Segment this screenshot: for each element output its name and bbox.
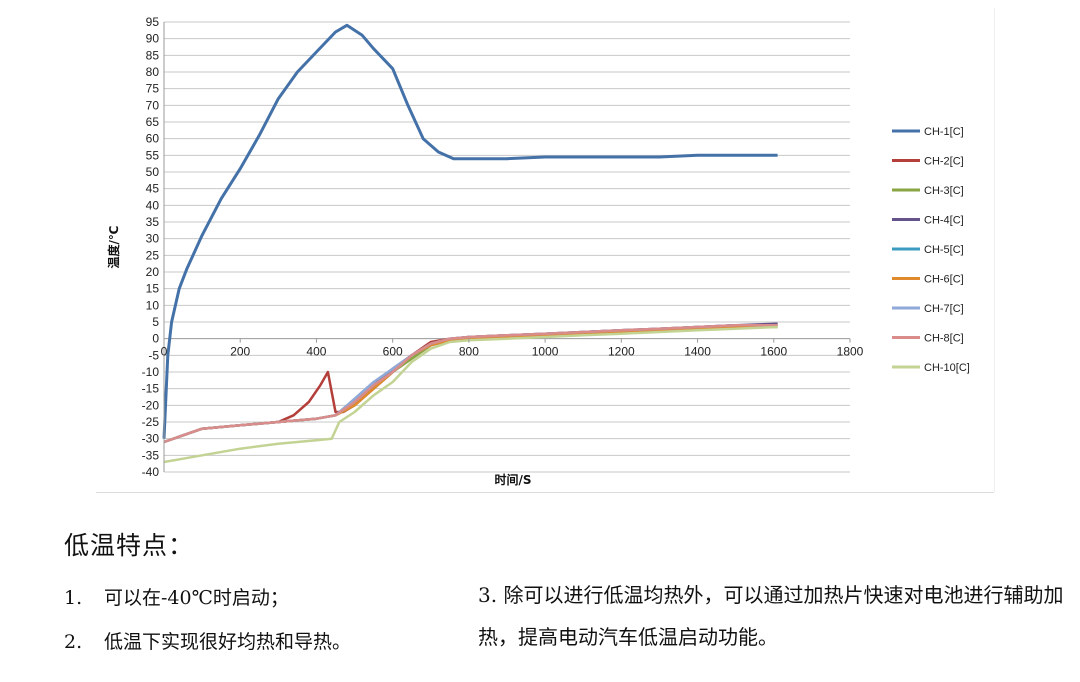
feature-item-2: 2. 低温下实现很好均热和导热。 [64,627,351,654]
y-tick-label: 30 [146,232,160,246]
feature-text: 可以在-40℃时启动； [104,587,289,609]
y-tick-label: 10 [146,298,160,312]
series-line [162,23,778,439]
feature-item-1: 1. 可以在-40℃时启动； [64,583,289,610]
y-tick-label: 90 [146,32,160,46]
x-tick-label: 600 [383,345,403,359]
y-tick-label: 5 [152,315,159,329]
y-tick-label: 85 [146,48,160,62]
y-tick-label: -10 [142,365,160,379]
legend-label: CH-6[C] [924,274,964,286]
legend-label: CH-5[C] [924,244,964,256]
x-tick-label: 1400 [684,345,711,359]
feature-text: 低温下实现很好均热和导热。 [104,631,352,653]
legend-label: CH-3[C] [924,185,964,197]
x-tick-label: 1200 [608,345,635,359]
legend-label: CH-7[C] [924,303,964,315]
x-tick-label: 0 [161,345,168,359]
y-axis-title: 温度/℃ [106,226,121,269]
x-tick-label: 400 [306,345,326,359]
features-title: 低温特点： [64,531,195,560]
y-tick-label: 40 [146,198,160,212]
y-tick-label: 0 [152,332,159,346]
y-tick-label: 95 [146,15,160,29]
legend-label: CH-10[C] [924,362,970,374]
legend-label: CH-4[C] [924,215,964,227]
x-tick-label: 1800 [837,345,864,359]
legend-label: CH-2[C] [924,156,964,168]
legend-label: CH-1[C] [924,126,964,138]
y-tick-label: 65 [146,115,160,129]
y-tick-label: -15 [142,382,160,396]
y-tick-label: 35 [146,215,160,229]
y-tick-label: 15 [146,282,160,296]
chart-canvas: -40-35-30-25-20-15-10-505101520253035404… [106,15,970,487]
series-line [163,324,778,444]
y-tick-label: -25 [142,415,160,429]
y-tick-label: 45 [146,182,160,196]
y-tick-label: 55 [146,148,160,162]
x-tick-label: 200 [230,345,250,359]
feature-number: 1. [64,587,83,609]
y-tick-label: 75 [146,82,160,96]
y-tick-label: 60 [146,132,160,146]
x-axis-title: 时间/S [494,472,531,487]
y-tick-label: -30 [142,432,160,446]
y-tick-label: 25 [146,248,160,262]
series-lines [162,23,778,464]
x-tick-label: 1000 [532,345,559,359]
y-tick-label: 20 [146,265,160,279]
feature-item-3: 3. 除可以进行低温均热外，可以通过加热片快速对电池进行辅助加热，提高电动汽车低… [478,583,1064,649]
axes: -40-35-30-25-20-15-10-505101520253035404… [142,15,864,479]
y-tick-label: 50 [146,165,160,179]
y-tick-label: -20 [142,398,160,412]
y-tick-label: -5 [148,348,159,362]
y-tick-label: 80 [146,65,160,79]
temperature-chart: -40 -35 -30 -25 -20 -15 -10 -5 0 5 10 15 20 25 30 35 40 4… [96,8,994,492]
legend: CH-1[C] CH-2[C] CH-3[C] CH-4[C] CH-5[C] CH-6[… [892,126,970,374]
feature-number: 2. [64,631,83,653]
y-tick-label: -40 [142,465,160,479]
x-tick-label: 800 [459,345,479,359]
x-tick-label: 1600 [760,345,787,359]
y-tick-label: 70 [146,98,160,112]
legend-label: CH-8[C] [924,333,964,345]
y-tick-label: -35 [142,448,160,462]
grid [164,21,850,473]
series-line [163,325,778,464]
